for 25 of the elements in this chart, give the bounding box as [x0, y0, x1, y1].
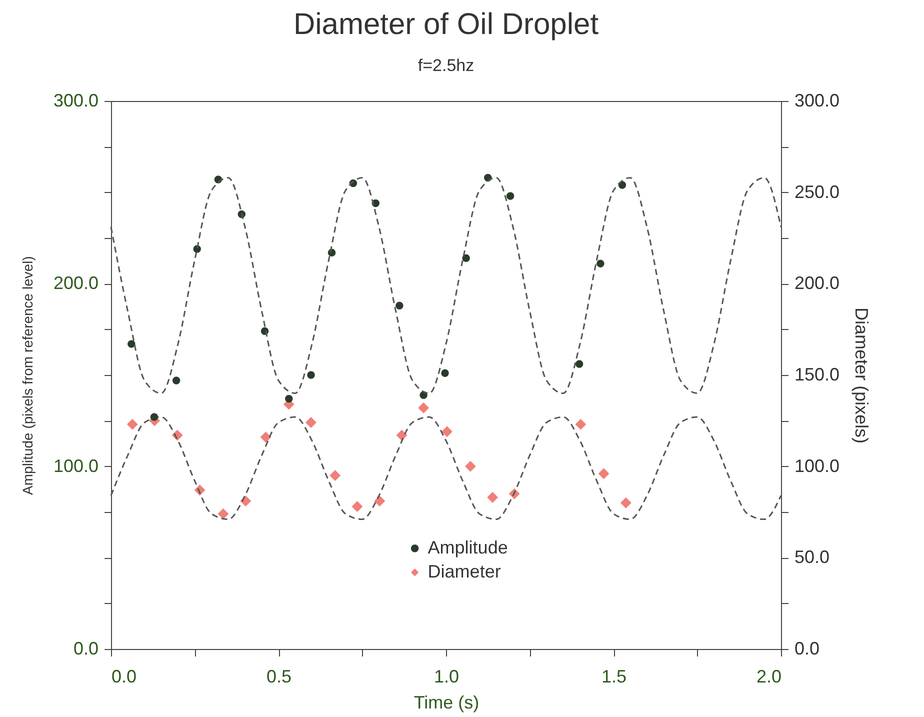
legend-label: Amplitude	[428, 537, 508, 558]
y2-tick-label: 100.0	[794, 456, 840, 476]
y-tick-label: 100.0	[53, 456, 98, 476]
y-tick-label: 300.0	[53, 90, 98, 110]
y2-tick-label: 50.0	[794, 547, 830, 568]
line-series	[110, 416, 782, 520]
y2-tick-label: 0.0	[794, 638, 820, 658]
y2-tick-label: 250.0	[794, 182, 840, 202]
chart-subtitle: f=2.5hz	[418, 56, 474, 75]
x-tick-label: 0.0	[112, 666, 137, 686]
y2-tick-label: 150.0	[794, 364, 840, 384]
x-axis-title: Time (s)	[414, 692, 480, 712]
legend-label: Diameter	[428, 561, 501, 582]
y2-tick-label: 300.0	[794, 90, 840, 110]
y-axis-title: Amplitude (pixels from reference level)	[19, 256, 36, 495]
x-tick-label: 2.0	[756, 666, 782, 686]
x-tick-label: 0.5	[266, 666, 292, 686]
chart-title: Diameter of Oil Droplet	[293, 8, 600, 41]
y2-axis-title: Diameter (pixels)	[852, 307, 872, 444]
x-tick-label: 1.0	[434, 666, 460, 686]
y2-tick-label: 200.0	[794, 273, 840, 294]
y-tick-label: 200.0	[53, 273, 98, 294]
line-series	[110, 176, 782, 394]
y-tick-label: 0.0	[73, 638, 98, 658]
x-tick-label: 1.5	[601, 666, 627, 686]
